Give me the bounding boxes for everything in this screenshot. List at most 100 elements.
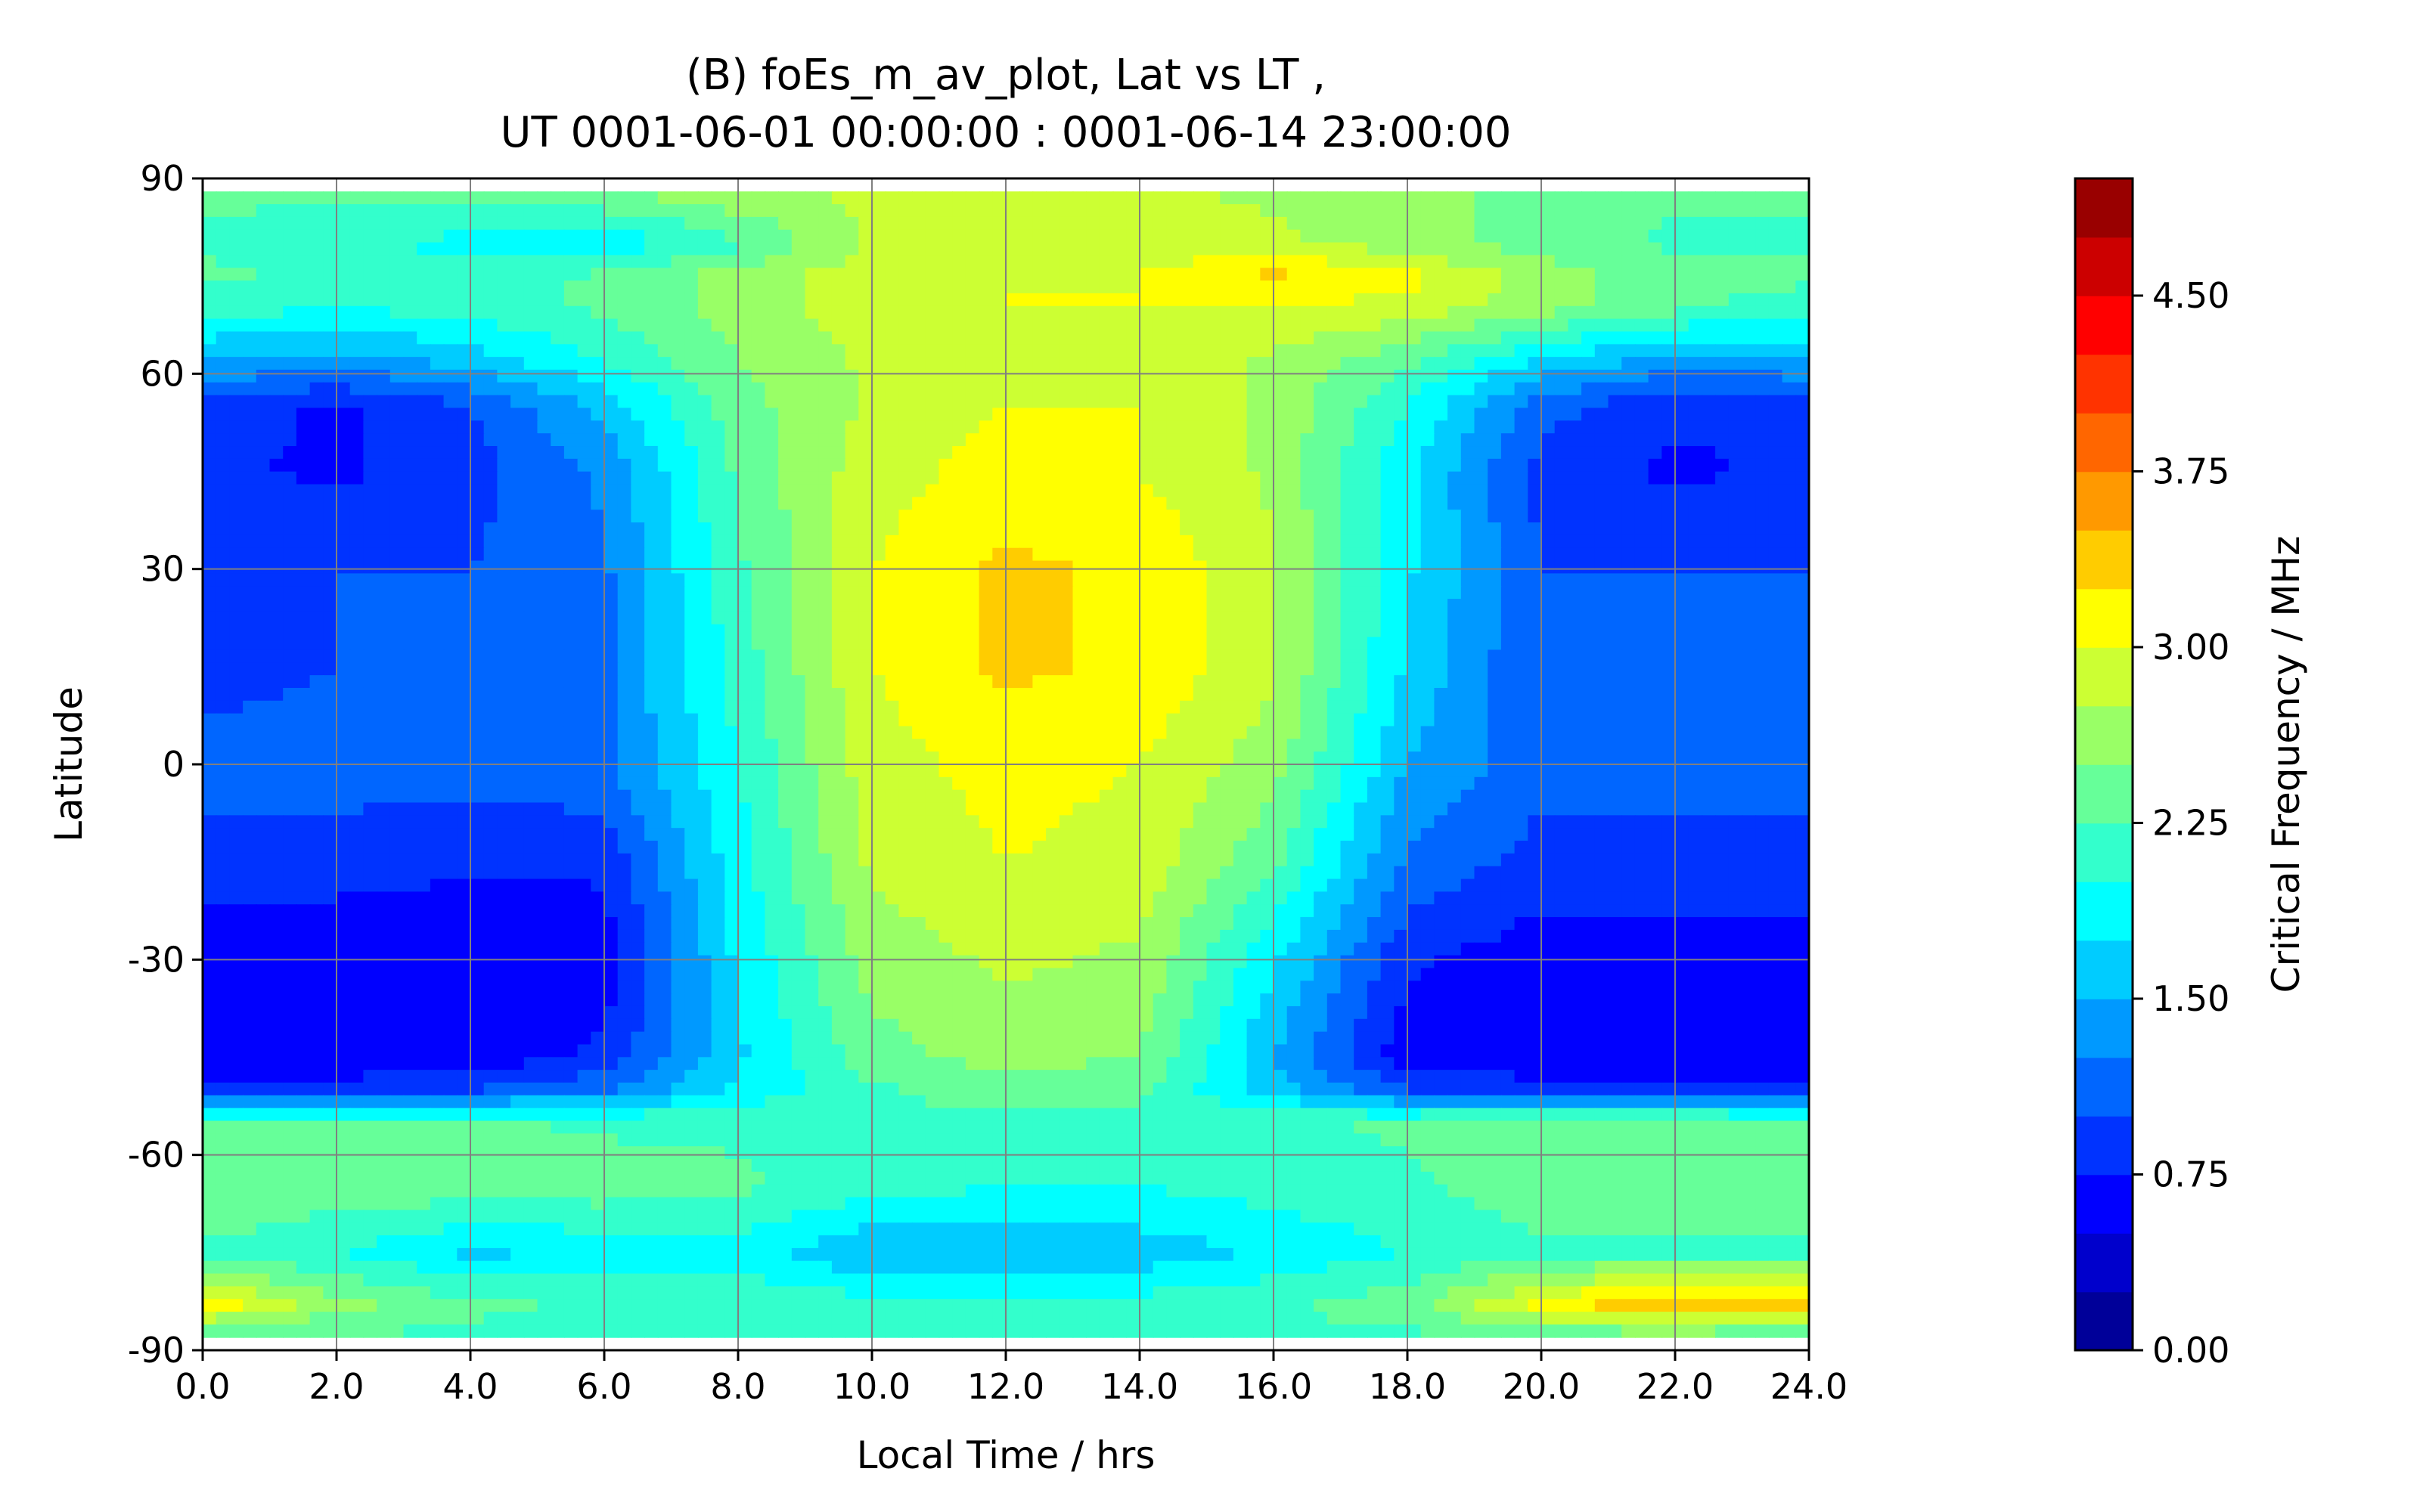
heatmap-cell [671,242,686,256]
heatmap-cell [1112,458,1128,472]
heatmap-cell [551,687,565,702]
heatmap-cell [1354,649,1368,664]
heatmap-cell [591,497,605,511]
heatmap-cell [1742,586,1757,600]
heatmap-cell [256,268,271,281]
heatmap-cell [992,547,1007,562]
heatmap-cell [1702,662,1716,677]
heatmap-cell [1326,573,1342,587]
heatmap-cell [791,420,806,435]
heatmap-cell [604,700,619,714]
heatmap-cell [1166,713,1181,727]
heatmap-cell [1286,446,1302,460]
heatmap-cell [1314,458,1328,472]
heatmap-cell [604,268,619,281]
heatmap-cell [1032,204,1047,218]
heatmap-cell [1086,637,1100,651]
heatmap-cell [1581,420,1596,435]
heatmap-cell [644,357,659,370]
heatmap-cell [577,573,592,587]
heatmap-cell [523,407,538,422]
heatmap-cell [1568,700,1582,714]
heatmap-cell [323,433,337,447]
heatmap-cell [912,382,926,396]
heatmap-cell [1246,599,1261,612]
heatmap-cell [1286,357,1302,370]
heatmap-cell [644,446,659,460]
heatmap-cell [898,229,913,243]
heatmap-cell [738,534,752,549]
heatmap-cell [457,395,471,409]
heatmap-cell [1528,586,1542,600]
heatmap-cell [1072,471,1087,485]
heatmap-cell [417,662,431,677]
heatmap-cell [1086,357,1100,370]
heatmap-cell [537,700,552,714]
heatmap-cell [377,280,391,294]
heatmap-cell [805,280,820,294]
heatmap-cell [684,713,699,727]
heatmap-cell [1728,331,1743,345]
heatmap-cell [1715,395,1730,409]
heatmap-cell [872,433,886,447]
heatmap-cell [898,624,913,638]
heatmap-cell [1768,344,1783,358]
heatmap-cell [430,242,445,256]
heatmap-cell [724,382,739,396]
heatmap-cell [1634,700,1649,714]
heatmap-cell [337,560,351,575]
heatmap-cell [1594,662,1609,677]
heatmap-cell [765,649,779,664]
heatmap-cell [309,458,324,472]
heatmap-cell [1246,522,1261,536]
heatmap-cell [885,560,900,575]
heatmap-cell [952,560,966,575]
heatmap-cell [1140,662,1154,677]
heatmap-cell [243,687,257,702]
heatmap-cell [885,395,900,409]
heatmap-cell [1032,268,1047,281]
heatmap-cell [912,560,926,575]
heatmap-cell [1715,649,1730,664]
heatmap-cell [617,611,632,625]
heatmap-cell [577,599,592,612]
heatmap-cell [671,382,686,396]
heatmap-cell [805,547,820,562]
heatmap-cell [1112,624,1128,638]
heatmap-cell [1661,369,1676,383]
heatmap-cell [1648,382,1663,396]
heatmap-cell [1648,255,1663,269]
heatmap-cell [1474,573,1489,587]
heatmap-cell [457,484,471,498]
heatmap-cell [1233,675,1248,689]
heatmap-cell [1500,344,1516,358]
heatmap-cell [216,700,231,714]
heatmap-cell [349,713,365,727]
heatmap-cell [1581,242,1596,256]
heatmap-cell [1140,547,1154,562]
heatmap-cell [939,331,954,345]
heatmap-cell [1634,547,1649,562]
heatmap-cell [216,344,231,358]
heatmap-cell [912,318,926,333]
heatmap-cell [510,191,525,205]
heatmap-cell [845,369,860,383]
heatmap-cell [791,675,806,689]
heatmap-cell [1099,204,1114,218]
heatmap-cell [992,611,1007,625]
heatmap-cell [591,318,605,333]
heatmap-cell [1434,420,1448,435]
heatmap-cell [337,446,351,460]
heatmap-cell [925,522,940,536]
heatmap-cell [1032,713,1047,727]
heatmap-cell [363,675,377,689]
heatmap-cell [1112,560,1128,575]
heatmap-cell [912,420,926,435]
heatmap-cell [791,305,806,320]
heatmap-cell [1554,573,1569,587]
heatmap-cell [1675,611,1689,625]
heatmap-cell [1006,534,1020,549]
heatmap-cell [323,522,337,536]
heatmap-cell [483,420,498,435]
heatmap-cell [389,318,405,333]
